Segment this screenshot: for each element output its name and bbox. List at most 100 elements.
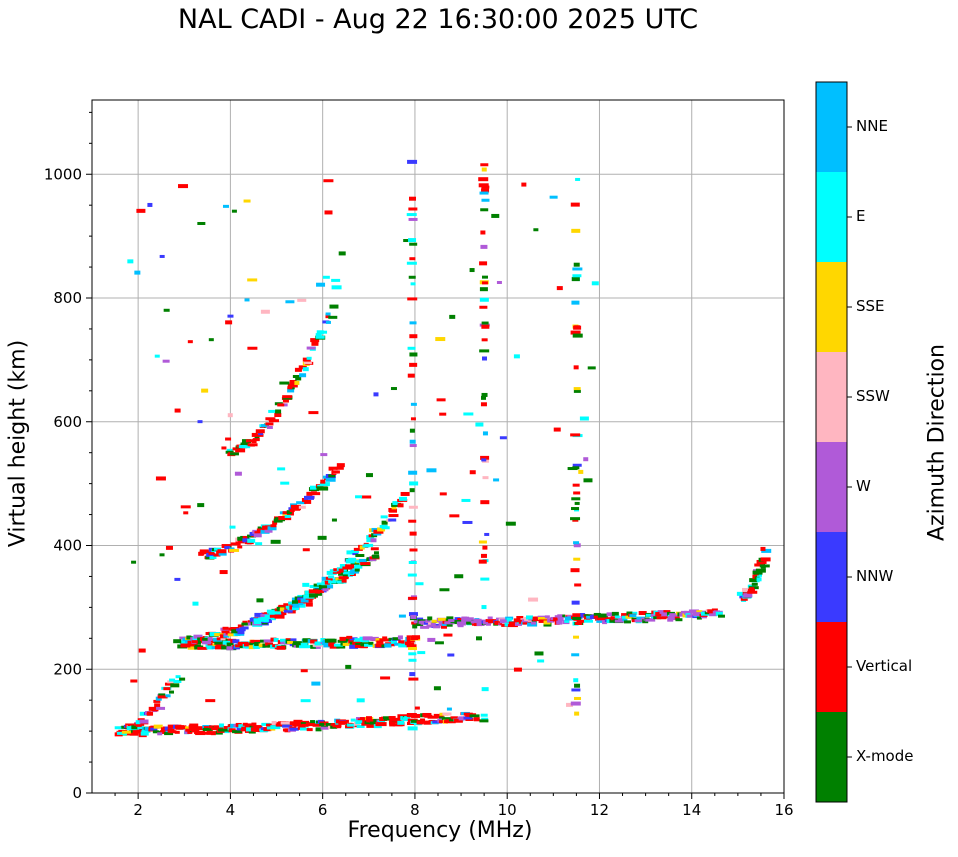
echo-point bbox=[314, 586, 323, 591]
echo-point bbox=[337, 639, 348, 643]
echo-point bbox=[611, 611, 619, 616]
echo-point bbox=[423, 621, 432, 625]
echo-point bbox=[266, 723, 273, 727]
echo-point bbox=[241, 726, 247, 731]
echo-point bbox=[245, 439, 255, 443]
y-tick-label: 400 bbox=[53, 537, 82, 555]
echo-point bbox=[479, 349, 490, 353]
colorbar bbox=[815, 81, 852, 803]
echo-point bbox=[292, 603, 300, 608]
echo-point bbox=[191, 640, 198, 644]
echo-point bbox=[573, 491, 581, 495]
echo-point bbox=[179, 677, 186, 681]
echo-point bbox=[258, 432, 264, 436]
echo-point bbox=[453, 718, 463, 723]
echo-point bbox=[571, 300, 580, 305]
echo-point bbox=[247, 346, 258, 350]
echo-point bbox=[468, 617, 474, 622]
echo-point bbox=[129, 732, 139, 736]
echo-point bbox=[237, 545, 243, 549]
echo-point bbox=[407, 573, 417, 577]
echo-point bbox=[578, 469, 584, 474]
echo-point bbox=[232, 730, 243, 734]
echo-point bbox=[409, 439, 416, 444]
echo-point bbox=[244, 723, 252, 728]
echo-point bbox=[288, 601, 295, 605]
y-tick-label: 1000 bbox=[44, 165, 82, 183]
echo-point bbox=[290, 504, 301, 509]
echo-point bbox=[549, 195, 558, 199]
echo-point bbox=[297, 603, 306, 608]
colorbar-segment bbox=[816, 82, 847, 172]
echo-point bbox=[409, 531, 417, 536]
echo-point bbox=[249, 641, 258, 646]
echo-point bbox=[574, 683, 581, 688]
echo-point bbox=[345, 564, 355, 569]
echo-point bbox=[409, 334, 418, 339]
echo-point bbox=[596, 618, 607, 623]
echo-point bbox=[254, 531, 261, 535]
echo-point bbox=[439, 492, 447, 496]
echo-point bbox=[480, 208, 489, 212]
echo-point bbox=[350, 560, 360, 565]
echo-point bbox=[481, 605, 487, 610]
echo-point bbox=[167, 680, 175, 684]
echo-point bbox=[213, 553, 221, 557]
echo-point bbox=[328, 580, 337, 584]
echo-point bbox=[326, 638, 337, 643]
echo-point bbox=[446, 623, 453, 627]
echo-point bbox=[480, 713, 488, 717]
echo-point bbox=[315, 645, 321, 649]
echo-point bbox=[263, 639, 273, 643]
echo-point bbox=[354, 564, 363, 569]
echo-point bbox=[242, 536, 248, 540]
echo-point bbox=[431, 619, 442, 623]
echo-point bbox=[302, 548, 310, 552]
echo-point bbox=[295, 376, 302, 381]
echo-point bbox=[192, 601, 199, 606]
echo-point bbox=[219, 570, 228, 575]
echo-point bbox=[522, 621, 532, 625]
echo-point bbox=[281, 612, 287, 616]
echo-point bbox=[276, 645, 286, 650]
echo-point bbox=[279, 381, 290, 385]
echo-point bbox=[333, 568, 341, 572]
echo-point bbox=[266, 726, 273, 730]
echo-point bbox=[236, 727, 243, 731]
echo-point bbox=[761, 548, 772, 553]
echo-point bbox=[273, 637, 279, 642]
echo-point bbox=[572, 518, 579, 522]
echo-point bbox=[328, 642, 336, 647]
echo-point bbox=[481, 338, 488, 342]
echo-point bbox=[381, 520, 388, 525]
echo-point bbox=[481, 275, 488, 279]
echo-point bbox=[197, 646, 208, 650]
echo-point bbox=[180, 505, 191, 509]
echo-point bbox=[409, 321, 417, 325]
echo-point bbox=[273, 611, 281, 615]
echo-point bbox=[359, 545, 365, 550]
echo-point bbox=[136, 208, 146, 213]
echo-point bbox=[479, 305, 488, 309]
echo-point bbox=[354, 638, 361, 643]
echo-point bbox=[508, 621, 518, 626]
echo-point bbox=[156, 706, 166, 710]
echo-point bbox=[174, 577, 181, 581]
echo-point bbox=[323, 643, 332, 648]
x-tick-label: 10 bbox=[498, 801, 517, 819]
echo-point bbox=[481, 687, 489, 692]
echo-point bbox=[248, 645, 255, 650]
echo-point bbox=[239, 627, 246, 632]
echo-point bbox=[368, 641, 374, 645]
echo-point bbox=[632, 611, 638, 615]
echo-point bbox=[322, 275, 330, 279]
echo-point bbox=[682, 613, 688, 618]
echo-point bbox=[158, 693, 166, 697]
echo-point bbox=[423, 720, 432, 725]
echo-point bbox=[480, 244, 488, 249]
echo-point bbox=[308, 593, 318, 598]
echo-point bbox=[175, 675, 181, 679]
echo-point bbox=[135, 723, 142, 727]
echo-point bbox=[253, 533, 262, 538]
